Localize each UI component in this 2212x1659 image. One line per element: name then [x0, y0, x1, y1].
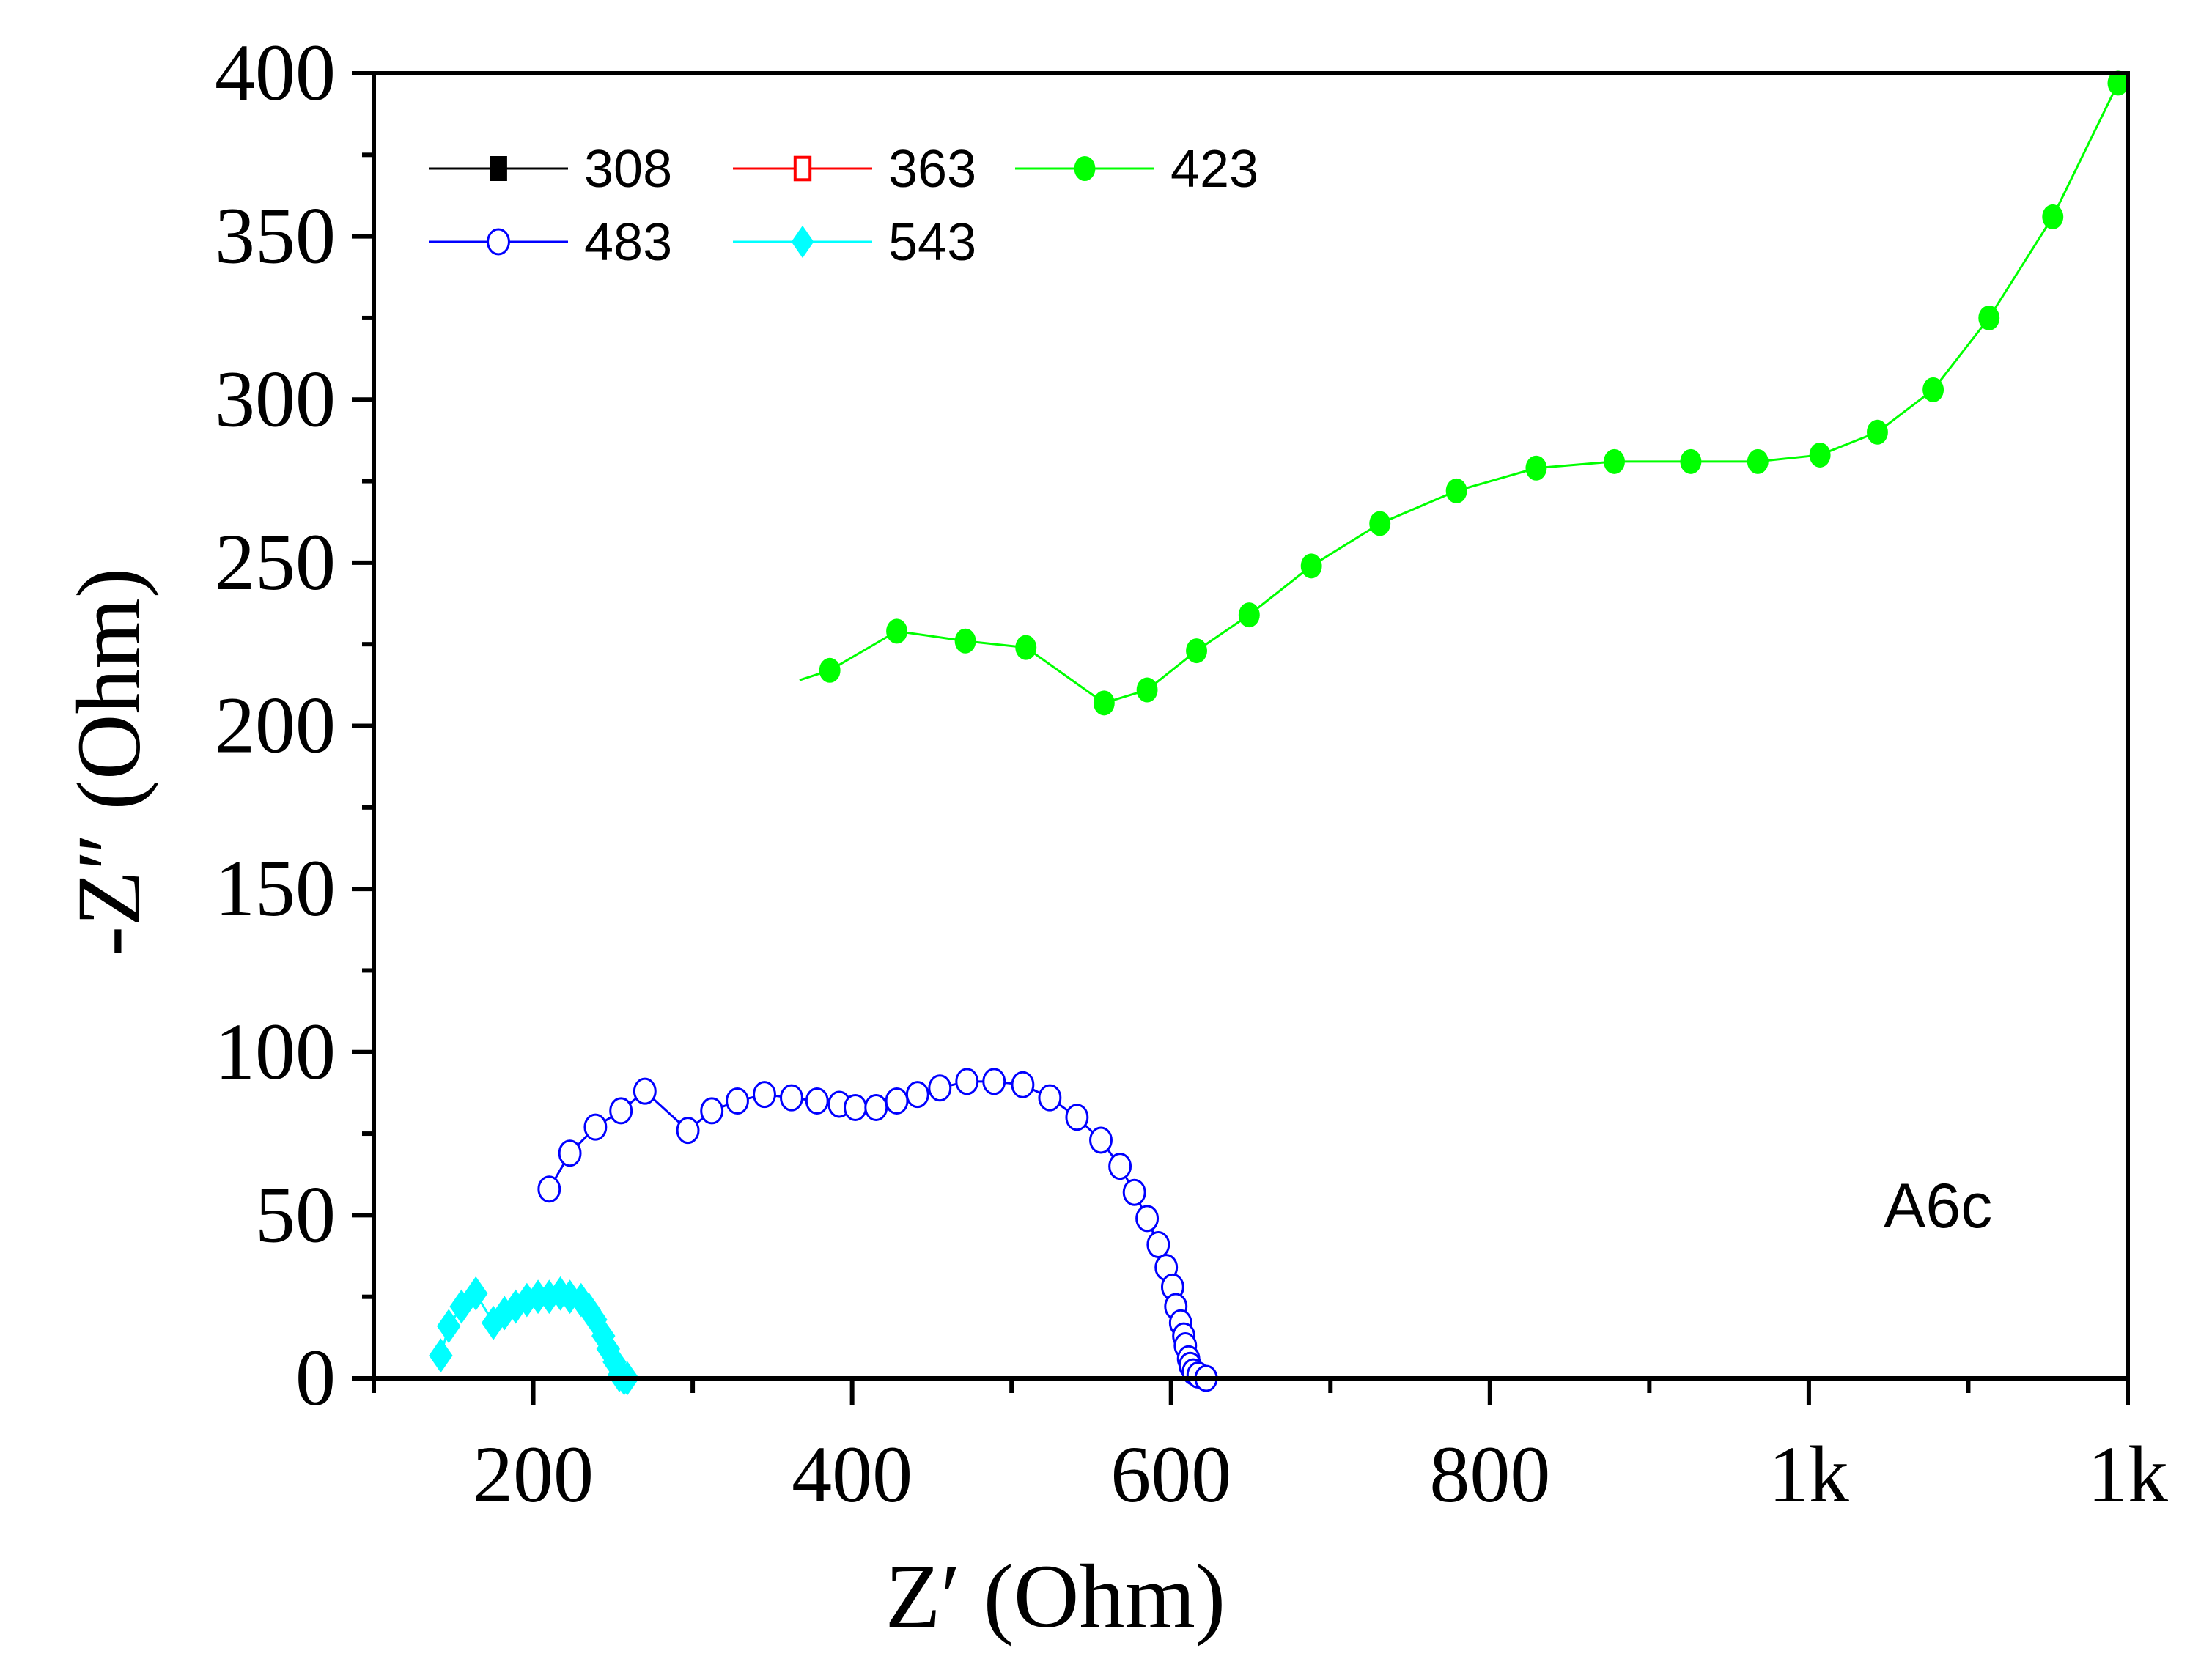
- data-point: [1867, 419, 1888, 445]
- data-point: [464, 1276, 488, 1311]
- data-point: [537, 1175, 561, 1203]
- data-point: [1065, 1104, 1089, 1131]
- legend-marker: [1074, 156, 1096, 181]
- data-point: [886, 618, 907, 644]
- data-point: [449, 1289, 473, 1324]
- data-point: [676, 1117, 700, 1145]
- data-point: [558, 1139, 582, 1167]
- data-point: [1146, 1230, 1170, 1258]
- data-point: [1445, 478, 1467, 503]
- x-tick-label: 1k: [1769, 1430, 1849, 1519]
- data-point: [864, 1093, 888, 1121]
- y-tick-label: 50: [255, 1170, 336, 1259]
- legend-marker: [490, 156, 507, 181]
- data-point: [1369, 511, 1391, 536]
- data-point: [429, 1338, 453, 1373]
- data-point: [1747, 448, 1769, 474]
- data-point: [982, 1068, 1006, 1095]
- data-point: [1604, 448, 1625, 474]
- data-point: [609, 1097, 633, 1125]
- data-point: [1978, 305, 2000, 330]
- data-point: [1015, 635, 1037, 660]
- x-tick-label: 800: [1429, 1430, 1550, 1519]
- series-483: [537, 1068, 1218, 1392]
- y-tick-label: 150: [215, 843, 336, 933]
- legend-label: 308: [584, 140, 672, 199]
- legend-marker: [487, 228, 510, 256]
- data-point: [1135, 1205, 1160, 1233]
- data-point: [1186, 638, 1207, 664]
- data-point: [1525, 455, 1547, 481]
- data-point: [1038, 1084, 1062, 1112]
- x-tick-label: 400: [792, 1430, 913, 1519]
- legend-item-423: 423: [1015, 140, 1258, 199]
- series-line-483: [548, 1080, 1207, 1380]
- data-point: [493, 1296, 517, 1331]
- legend-item-308: 308: [429, 140, 672, 199]
- data-point: [805, 1087, 829, 1115]
- legend-label: 363: [888, 140, 976, 199]
- data-point: [569, 1282, 594, 1318]
- x-tick-label: 600: [1110, 1430, 1231, 1519]
- y-tick-label: 250: [215, 517, 336, 607]
- series-line-423: [799, 82, 2120, 704]
- data-point: [780, 1084, 803, 1112]
- data-point: [1809, 442, 1831, 468]
- data-point: [1922, 377, 1944, 402]
- data-point: [1300, 553, 1322, 579]
- data-point: [905, 1081, 929, 1109]
- data-point: [928, 1074, 952, 1102]
- data-point: [1122, 1178, 1146, 1206]
- series-423: [799, 70, 2129, 716]
- data-point: [577, 1293, 601, 1327]
- data-point: [819, 657, 841, 683]
- data-point: [583, 1113, 608, 1141]
- y-tick-label: 300: [215, 354, 336, 443]
- y-tick-label: 100: [215, 1007, 336, 1096]
- data-point: [481, 1305, 506, 1340]
- data-point: [2042, 204, 2064, 229]
- data-point: [633, 1077, 657, 1105]
- data-point: [504, 1289, 528, 1324]
- legend-item-363: 363: [733, 140, 976, 199]
- data-point: [700, 1097, 724, 1125]
- legend-label: 423: [1170, 140, 1258, 199]
- data-point: [885, 1087, 909, 1115]
- data-point: [844, 1093, 867, 1121]
- x-axis-title: Z′ (Ohm): [885, 1546, 1225, 1647]
- data-point: [515, 1282, 539, 1318]
- x-tick-label: 200: [473, 1430, 594, 1519]
- data-point: [1136, 677, 1158, 703]
- series-layer: [429, 70, 2129, 1396]
- data-point: [1238, 602, 1260, 628]
- x-tick-label: 1k: [2087, 1430, 2168, 1519]
- data-point: [1108, 1153, 1132, 1180]
- data-point: [1680, 448, 1702, 474]
- data-point: [1089, 1126, 1113, 1154]
- legend-item-483: 483: [429, 213, 672, 272]
- data-point: [1011, 1071, 1035, 1098]
- data-point: [726, 1087, 749, 1115]
- data-point: [1093, 690, 1115, 716]
- data-point: [955, 1068, 979, 1095]
- legend-marker: [793, 155, 812, 182]
- y-axis-title: -Z″ (Ohm): [59, 568, 159, 956]
- data-point: [591, 1318, 616, 1353]
- data-point: [753, 1081, 776, 1109]
- sample-annotation: A6c: [1884, 1171, 1992, 1241]
- y-tick-label: 400: [215, 28, 336, 117]
- data-point: [437, 1309, 461, 1344]
- y-tick-label: 0: [295, 1333, 336, 1422]
- y-tick-label: 200: [215, 681, 336, 770]
- data-point: [2107, 70, 2129, 96]
- legend: 308 363 423 483 543: [429, 140, 1258, 272]
- axes-layer: 0 50 100 150 200 250 300 350 400 200 400 600 800 1k 1k: [215, 28, 2168, 1519]
- legend-label: 483: [584, 213, 672, 272]
- legend-label: 543: [888, 213, 976, 272]
- legend-marker: [791, 225, 814, 259]
- legend-item-543: 543: [733, 213, 976, 272]
- data-point: [954, 628, 976, 654]
- y-tick-label: 350: [215, 191, 336, 281]
